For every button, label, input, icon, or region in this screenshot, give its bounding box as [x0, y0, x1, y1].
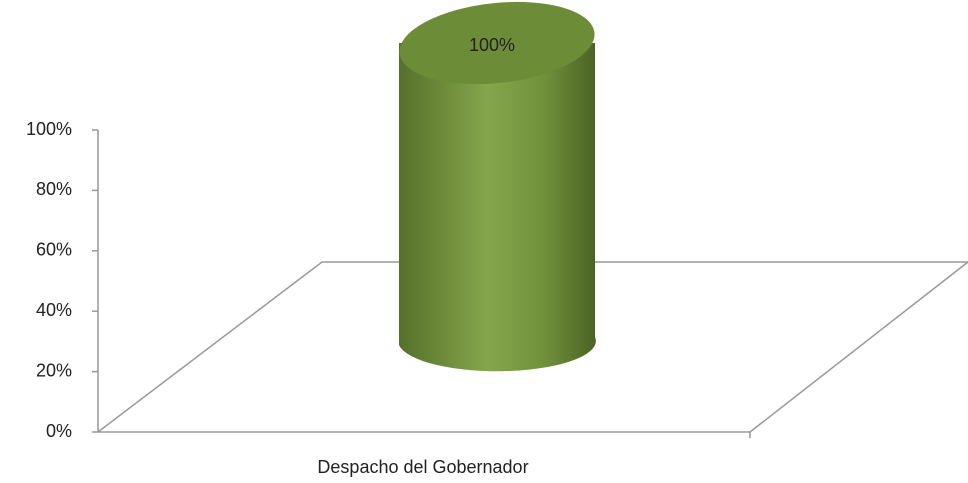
y-tick-label: 40% [36, 300, 72, 320]
y-tick-label: 60% [36, 240, 72, 260]
y-tick-label: 100% [26, 119, 72, 139]
y-tick-label: 80% [36, 179, 72, 199]
floor-back [97, 261, 968, 433]
bar [399, 43, 596, 372]
data-label: 100% [469, 35, 515, 55]
y-tick-label: 0% [46, 421, 72, 441]
bar-top [399, 1, 595, 85]
y-tick-label: 20% [36, 360, 72, 380]
x-tick-label: Despacho del Gobernador [317, 457, 528, 477]
